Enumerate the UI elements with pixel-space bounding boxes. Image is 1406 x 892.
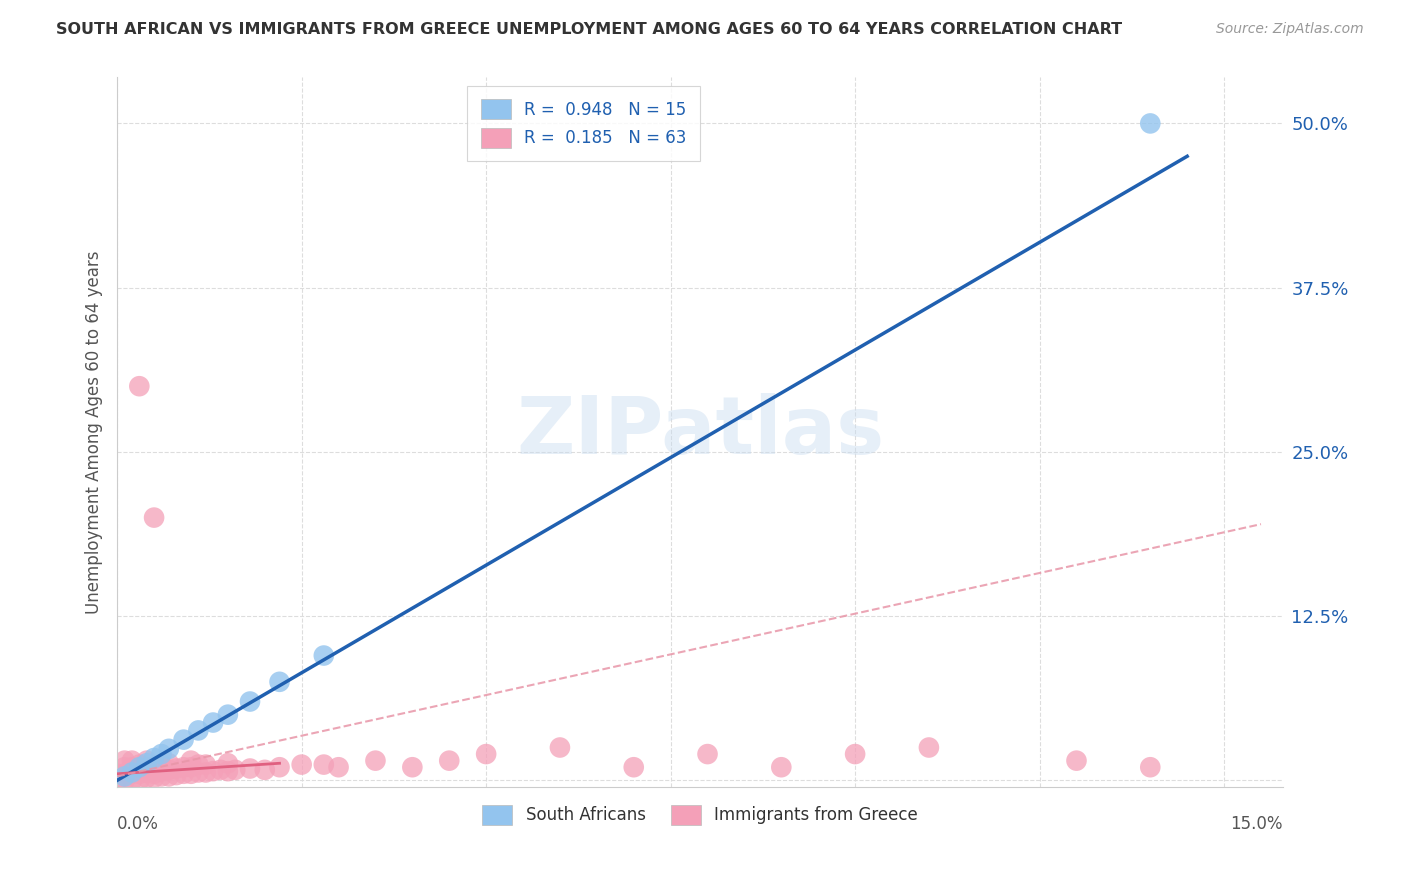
Point	[180, 754, 202, 768]
Point	[157, 756, 180, 771]
Point	[165, 768, 187, 782]
Point	[202, 764, 225, 779]
Point	[150, 769, 173, 783]
Point	[328, 760, 350, 774]
Point	[439, 754, 461, 768]
Point	[114, 773, 136, 788]
Point	[135, 765, 157, 780]
Point	[105, 773, 128, 788]
Point	[269, 760, 291, 774]
Point	[475, 747, 498, 761]
Point	[1139, 116, 1161, 130]
Point	[135, 756, 157, 771]
Point	[217, 764, 239, 779]
Point	[128, 766, 150, 780]
Point	[187, 757, 209, 772]
Point	[187, 723, 209, 738]
Legend: South Africans, Immigrants from Greece: South Africans, Immigrants from Greece	[475, 798, 925, 832]
Point	[150, 764, 173, 779]
Point	[128, 763, 150, 777]
Text: ZIPatlas: ZIPatlas	[516, 393, 884, 471]
Point	[143, 510, 166, 524]
Point	[135, 754, 157, 768]
Point	[121, 760, 143, 774]
Point	[253, 763, 276, 777]
Point	[105, 766, 128, 780]
Point	[150, 757, 173, 772]
Point	[918, 740, 941, 755]
Point	[157, 741, 180, 756]
Point	[364, 754, 387, 768]
Point	[844, 747, 866, 761]
Point	[1139, 760, 1161, 774]
Point	[194, 757, 217, 772]
Point	[121, 754, 143, 768]
Point	[202, 715, 225, 730]
Point	[180, 760, 202, 774]
Point	[114, 769, 136, 783]
Point	[548, 740, 571, 755]
Text: SOUTH AFRICAN VS IMMIGRANTS FROM GREECE UNEMPLOYMENT AMONG AGES 60 TO 64 YEARS C: SOUTH AFRICAN VS IMMIGRANTS FROM GREECE …	[56, 22, 1122, 37]
Point	[114, 754, 136, 768]
Y-axis label: Unemployment Among Ages 60 to 64 years: Unemployment Among Ages 60 to 64 years	[86, 251, 103, 614]
Point	[128, 773, 150, 788]
Point	[173, 760, 195, 774]
Point	[143, 766, 166, 780]
Point	[312, 757, 335, 772]
Point	[135, 771, 157, 785]
Point	[696, 747, 718, 761]
Point	[157, 769, 180, 783]
Text: 15.0%: 15.0%	[1230, 815, 1284, 833]
Point	[401, 760, 423, 774]
Text: Source: ZipAtlas.com: Source: ZipAtlas.com	[1216, 22, 1364, 37]
Point	[269, 674, 291, 689]
Point	[217, 756, 239, 771]
Point	[143, 760, 166, 774]
Point	[173, 766, 195, 780]
Point	[224, 763, 246, 777]
Point	[312, 648, 335, 663]
Point	[239, 762, 262, 776]
Text: 0.0%: 0.0%	[117, 815, 159, 833]
Point	[128, 379, 150, 393]
Point	[239, 694, 262, 708]
Point	[143, 751, 166, 765]
Point	[770, 760, 793, 774]
Point	[143, 771, 166, 785]
Point	[157, 763, 180, 777]
Point	[291, 757, 314, 772]
Point	[150, 747, 173, 761]
Point	[217, 707, 239, 722]
Point	[165, 762, 187, 776]
Point	[121, 773, 143, 788]
Point	[114, 760, 136, 774]
Point	[114, 766, 136, 780]
Point	[121, 766, 143, 780]
Point	[623, 760, 645, 774]
Point	[128, 757, 150, 772]
Point	[128, 760, 150, 774]
Point	[1066, 754, 1088, 768]
Point	[121, 765, 143, 780]
Point	[194, 765, 217, 780]
Point	[187, 765, 209, 780]
Point	[180, 766, 202, 780]
Point	[209, 763, 232, 777]
Point	[135, 760, 157, 774]
Point	[173, 732, 195, 747]
